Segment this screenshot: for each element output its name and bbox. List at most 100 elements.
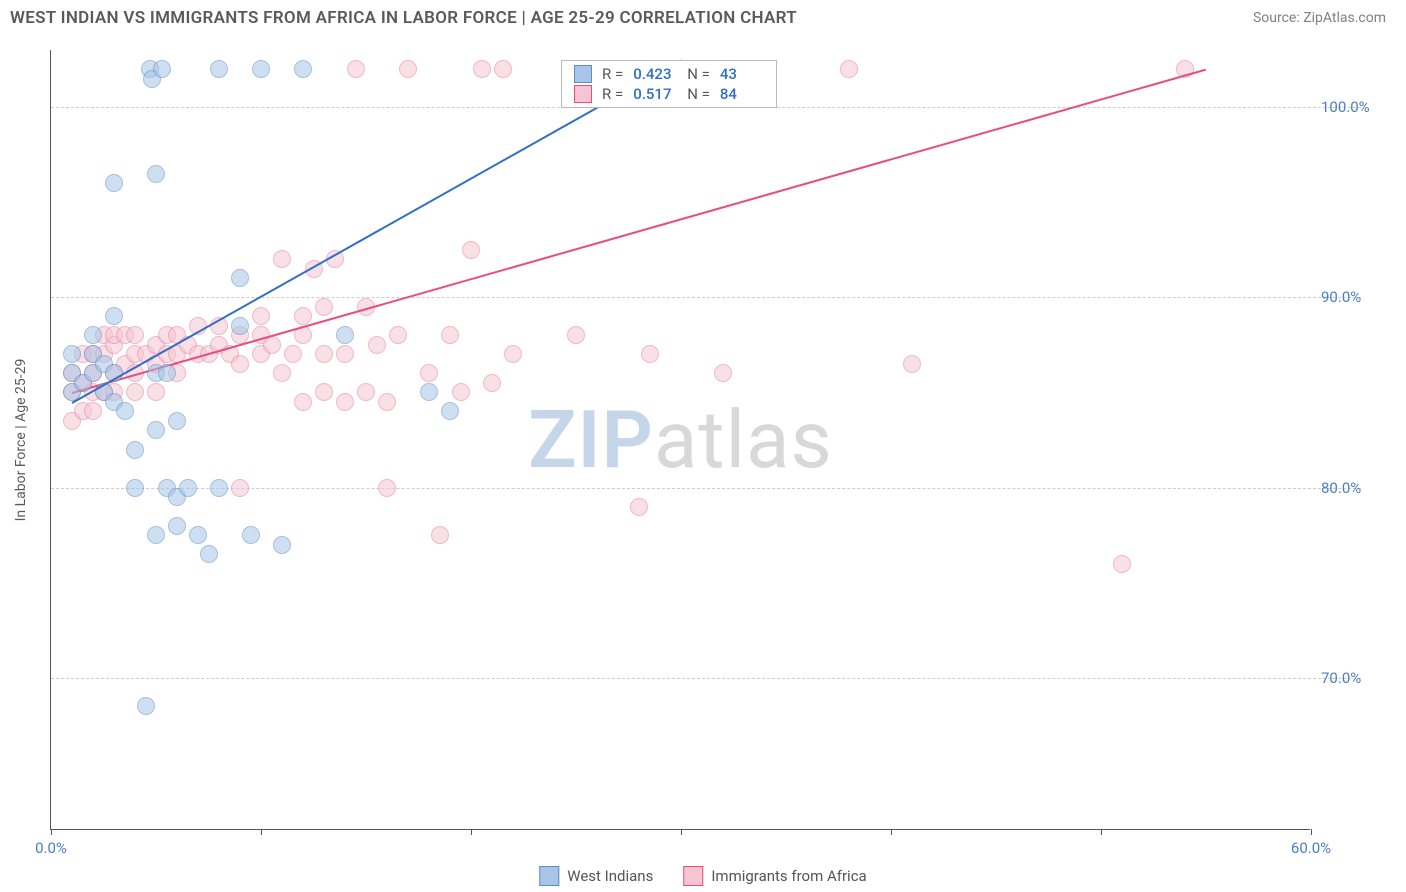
scatter-point xyxy=(441,326,459,344)
chart-title: WEST INDIAN VS IMMIGRANTS FROM AFRICA IN… xyxy=(10,8,797,28)
scatter-point xyxy=(189,526,207,544)
legend-item-west-indians: West Indians xyxy=(539,866,653,886)
trend-line xyxy=(72,69,1207,394)
scatter-point xyxy=(273,364,291,382)
scatter-point xyxy=(315,383,333,401)
x-tick-label: 0.0% xyxy=(35,839,67,857)
watermark-zip: ZIP xyxy=(528,393,654,487)
scatter-point xyxy=(336,326,354,344)
scatter-point xyxy=(147,526,165,544)
scatter-point xyxy=(210,479,228,497)
scatter-point xyxy=(137,697,155,715)
scatter-point xyxy=(158,364,176,382)
legend-label: West Indians xyxy=(567,867,653,885)
bottom-legend: West Indians Immigrants from Africa xyxy=(539,866,866,886)
scatter-point xyxy=(231,317,249,335)
stats-r-label: R = xyxy=(602,65,623,83)
legend-swatch-pink xyxy=(683,866,703,886)
stats-swatch xyxy=(574,65,592,83)
watermark-atlas: atlas xyxy=(654,393,833,487)
scatter-point xyxy=(147,421,165,439)
scatter-point xyxy=(452,383,470,401)
scatter-point xyxy=(200,545,218,563)
scatter-point xyxy=(357,383,375,401)
scatter-point xyxy=(63,345,81,363)
stats-row: R =0.517N =84 xyxy=(574,85,764,103)
scatter-point xyxy=(147,165,165,183)
scatter-point xyxy=(399,60,417,78)
scatter-point xyxy=(494,60,512,78)
scatter-point xyxy=(273,250,291,268)
scatter-point xyxy=(126,479,144,497)
y-tick-label: 90.0% xyxy=(1321,288,1361,306)
scatter-point xyxy=(1113,555,1131,573)
stats-n-label: N = xyxy=(687,65,710,83)
scatter-point xyxy=(126,383,144,401)
scatter-point xyxy=(389,326,407,344)
scatter-point xyxy=(641,345,659,363)
scatter-point xyxy=(462,241,480,259)
scatter-point xyxy=(378,479,396,497)
stats-box: R =0.423N =43R =0.517N =84 xyxy=(561,60,777,108)
scatter-point xyxy=(168,517,186,535)
scatter-point xyxy=(378,393,396,411)
stats-row: R =0.423N =43 xyxy=(574,65,764,83)
scatter-point xyxy=(420,364,438,382)
scatter-point xyxy=(105,307,123,325)
x-tick xyxy=(261,829,262,835)
x-tick-label: 60.0% xyxy=(1291,839,1331,857)
scatter-point xyxy=(84,326,102,344)
scatter-point xyxy=(284,345,302,363)
scatter-point xyxy=(336,345,354,363)
x-tick xyxy=(1311,829,1312,835)
stats-n-value: 43 xyxy=(720,65,764,83)
scatter-point xyxy=(179,479,197,497)
scatter-point xyxy=(273,536,291,554)
x-tick xyxy=(471,829,472,835)
scatter-point xyxy=(252,60,270,78)
gridline xyxy=(51,678,1361,679)
scatter-point xyxy=(84,402,102,420)
scatter-point xyxy=(630,498,648,516)
y-tick-label: 70.0% xyxy=(1321,669,1361,687)
watermark: ZIPatlas xyxy=(528,393,833,487)
y-axis-label: In Labor Force | Age 25-29 xyxy=(13,358,29,521)
stats-swatch xyxy=(574,85,592,103)
stats-n-label: N = xyxy=(687,85,710,103)
scatter-point xyxy=(153,60,171,78)
scatter-point xyxy=(242,526,260,544)
scatter-point xyxy=(126,441,144,459)
scatter-point xyxy=(441,402,459,420)
scatter-point xyxy=(231,355,249,373)
scatter-point xyxy=(840,60,858,78)
scatter-point xyxy=(567,326,585,344)
scatter-point xyxy=(368,336,386,354)
scatter-point xyxy=(116,402,134,420)
scatter-point xyxy=(210,60,228,78)
scatter-point xyxy=(714,364,732,382)
legend-label: Immigrants from Africa xyxy=(711,867,866,885)
scatter-point xyxy=(315,298,333,316)
stats-n-value: 84 xyxy=(720,85,764,103)
x-tick xyxy=(1101,829,1102,835)
legend-swatch-blue xyxy=(539,866,559,886)
scatter-point xyxy=(294,393,312,411)
scatter-point xyxy=(336,393,354,411)
gridline xyxy=(51,297,1361,298)
scatter-point xyxy=(147,383,165,401)
scatter-point xyxy=(315,345,333,363)
plot-region: In Labor Force | Age 25-29 ZIPatlas 70.0… xyxy=(50,50,1310,830)
x-tick xyxy=(51,829,52,835)
scatter-point xyxy=(347,60,365,78)
scatter-point xyxy=(231,479,249,497)
scatter-point xyxy=(473,60,491,78)
x-tick xyxy=(681,829,682,835)
scatter-point xyxy=(431,526,449,544)
source-label: Source: ZipAtlas.com xyxy=(1253,10,1386,26)
scatter-point xyxy=(294,60,312,78)
x-tick xyxy=(891,829,892,835)
chart-area: In Labor Force | Age 25-29 ZIPatlas 70.0… xyxy=(50,50,1380,830)
y-tick-label: 100.0% xyxy=(1321,98,1370,116)
y-tick-label: 80.0% xyxy=(1321,479,1361,497)
scatter-point xyxy=(294,307,312,325)
